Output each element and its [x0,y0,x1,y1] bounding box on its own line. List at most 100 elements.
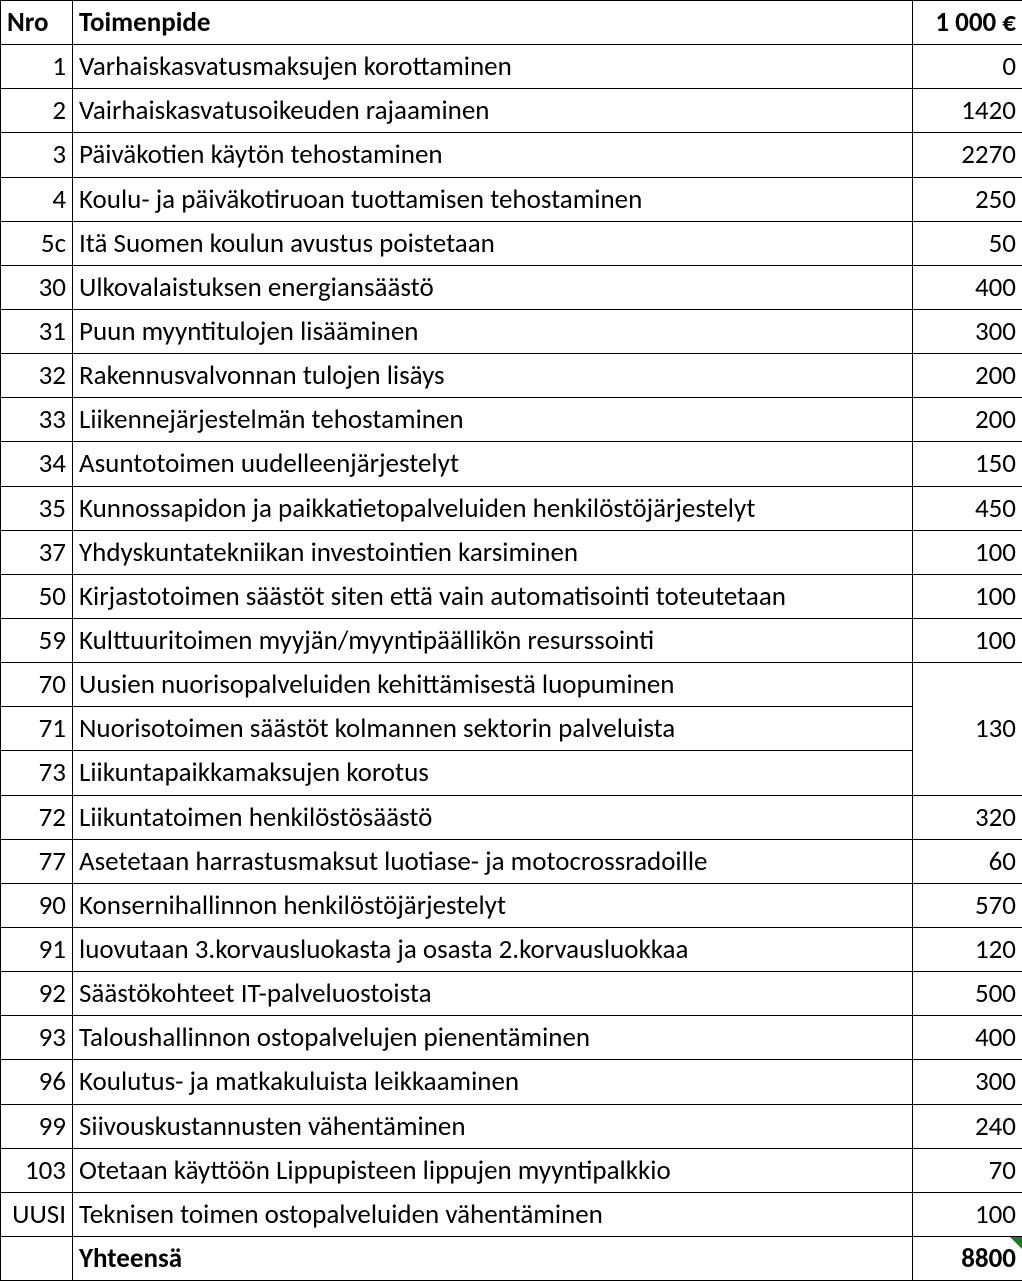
cell-nro: 4 [1,177,73,221]
cell-desc: Liikuntapaikkamaksujen korotus [73,751,913,795]
cell-nro: 30 [1,265,73,309]
header-nro: Nro [1,1,73,45]
cell-nro: 32 [1,354,73,398]
cell-amt: 100 [913,530,1022,574]
cell-desc: Teknisen toimen ostopalveluiden vähentäm… [73,1192,913,1236]
cell-nro: 90 [1,883,73,927]
cell-nro: 2 [1,89,73,133]
cell-desc: Otetaan käyttöön Lippupisteen lippujen m… [73,1148,913,1192]
table-row: 30Ulkovalaistuksen energiansäästö400 [1,265,1022,309]
table-row: UUSITeknisen toimen ostopalveluiden vähe… [1,1192,1022,1236]
table-row: 103Otetaan käyttöön Lippupisteen lippuje… [1,1148,1022,1192]
cell-amt: 250 [913,177,1022,221]
cell-desc: Siivouskustannusten vähentäminen [73,1104,913,1148]
cell-amt: 150 [913,442,1022,486]
cell-nro: 99 [1,1104,73,1148]
table-row: 93Taloushallinnon ostopalvelujen pienent… [1,1016,1022,1060]
cell-desc: Kulttuuritoimen myyjän/myyntipäällikön r… [73,618,913,662]
table-row: 2Vairhaiskasvatusoikeuden rajaaminen1420 [1,89,1022,133]
cell-amt: 570 [913,883,1022,927]
cell-desc: Varhaiskasvatusmaksujen korottaminen [73,45,913,89]
total-desc: Yhteensä [73,1236,913,1280]
cell-amt: 0 [913,45,1022,89]
cell-amt: 100 [913,574,1022,618]
cell-nro: 3 [1,133,73,177]
cell-desc: Ulkovalaistuksen energiansäästö [73,265,913,309]
cell-desc: Rakennusvalvonnan tulojen lisäys [73,354,913,398]
cell-nro: 73 [1,751,73,795]
cell-amt: 320 [913,795,1022,839]
table-row: 1Varhaiskasvatusmaksujen korottaminen0 [1,45,1022,89]
cell-amt: 60 [913,839,1022,883]
table-row: 90Konsernihallinnon henkilöstöjärjestely… [1,883,1022,927]
cell-desc: Kirjastotoimen säästöt siten että vain a… [73,574,913,618]
cell-desc: Liikennejärjestelmän tehostaminen [73,398,913,442]
table-row: 50Kirjastotoimen säästöt siten että vain… [1,574,1022,618]
cell-desc: Nuorisotoimen säästöt kolmannen sektorin… [73,707,913,751]
cell-nro: 96 [1,1060,73,1104]
table-row: 35Kunnossapidon ja paikkatietopalveluide… [1,486,1022,530]
table-row: 3Päiväkotien käytön tehostaminen2270 [1,133,1022,177]
table-total-row: Yhteensä8800 [1,1236,1022,1280]
table-row: 73Liikuntapaikkamaksujen korotus [1,751,1022,795]
table-row: 91luovutaan 3.korvausluokasta ja osasta … [1,927,1022,971]
cell-amt: 300 [913,309,1022,353]
total-nro [1,1236,73,1280]
cell-amt: 100 [913,1192,1022,1236]
cell-nro: 1 [1,45,73,89]
table-row: 70Uusien nuorisopalveluiden kehittämises… [1,663,1022,707]
cell-desc: Taloushallinnon ostopalvelujen pienentäm… [73,1016,913,1060]
cell-nro: 103 [1,1148,73,1192]
cell-amt: 300 [913,1060,1022,1104]
cell-nro: 34 [1,442,73,486]
table-row: 37Yhdyskuntatekniikan investointien kars… [1,530,1022,574]
cell-desc: luovutaan 3.korvausluokasta ja osasta 2.… [73,927,913,971]
cell-nro: UUSI [1,1192,73,1236]
cell-desc: Konsernihallinnon henkilöstöjärjestelyt [73,883,913,927]
cell-desc: Vairhaiskasvatusoikeuden rajaaminen [73,89,913,133]
cell-desc: Kunnossapidon ja paikkatietopalveluiden … [73,486,913,530]
table-row: 92Säästökohteet IT-palveluostoista500 [1,972,1022,1016]
cell-desc: Asuntotoimen uudelleenjärjestelyt [73,442,913,486]
cell-nro: 5c [1,221,73,265]
cell-nro: 91 [1,927,73,971]
cell-amt: 2270 [913,133,1022,177]
table-header-row: Nro Toimenpide 1 000 € [1,1,1022,45]
cell-amt: 70 [913,1148,1022,1192]
budget-table: Nro Toimenpide 1 000 € 1Varhaiskasvatusm… [0,0,1022,1281]
cell-nro: 77 [1,839,73,883]
cell-desc: Päiväkotien käytön tehostaminen [73,133,913,177]
cell-nro: 35 [1,486,73,530]
table-row: 31Puun myyntitulojen lisääminen300 [1,309,1022,353]
table-row: 96Koulutus- ja matkakuluista leikkaamine… [1,1060,1022,1104]
cell-amt: 450 [913,486,1022,530]
cell-amt: 200 [913,354,1022,398]
cell-amt: 500 [913,972,1022,1016]
cell-amt: 50 [913,221,1022,265]
cell-desc: Puun myyntitulojen lisääminen [73,309,913,353]
cell-amt: 400 [913,1016,1022,1060]
table-row: 71Nuorisotoimen säästöt kolmannen sektor… [1,707,1022,751]
cell-nro: 50 [1,574,73,618]
table-row: 33Liikennejärjestelmän tehostaminen200 [1,398,1022,442]
cell-desc: Koulu- ja päiväkotiruoan tuottamisen teh… [73,177,913,221]
cell-desc: Itä Suomen koulun avustus poistetaan [73,221,913,265]
table-row: 99Siivouskustannusten vähentäminen240 [1,1104,1022,1148]
cell-desc: Uusien nuorisopalveluiden kehittämisestä… [73,663,913,707]
cell-nro: 31 [1,309,73,353]
cell-desc: Liikuntatoimen henkilöstösäästö [73,795,913,839]
budget-table-container: Nro Toimenpide 1 000 € 1Varhaiskasvatusm… [0,0,1022,1281]
cell-nro: 72 [1,795,73,839]
table-row: 5cItä Suomen koulun avustus poistetaan50 [1,221,1022,265]
cell-amt: 240 [913,1104,1022,1148]
cell-nro: 92 [1,972,73,1016]
table-row: 4Koulu- ja päiväkotiruoan tuottamisen te… [1,177,1022,221]
cell-amt: 1420 [913,89,1022,133]
header-desc: Toimenpide [73,1,913,45]
cell-amt: 120 [913,927,1022,971]
cell-amt: 100 [913,618,1022,662]
cell-nro: 59 [1,618,73,662]
total-amt: 8800 [913,1236,1022,1280]
cell-amt: 130 [913,663,1022,795]
cell-nro: 93 [1,1016,73,1060]
